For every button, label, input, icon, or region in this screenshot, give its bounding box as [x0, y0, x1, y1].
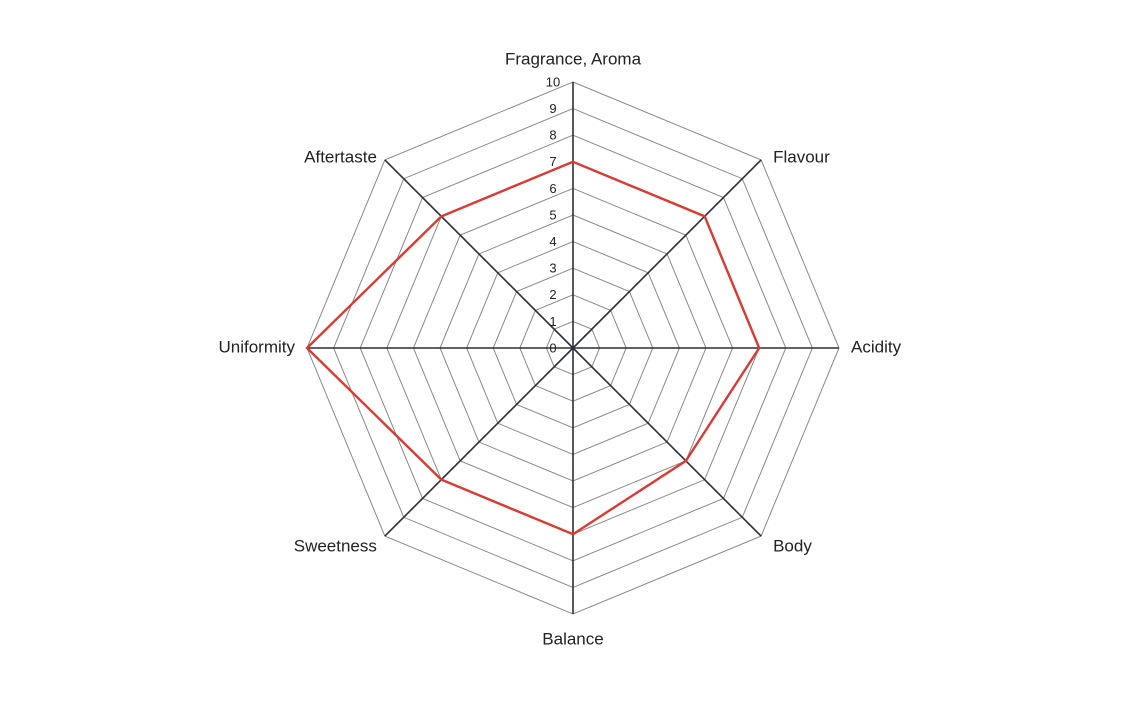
tick-label-7: 7	[549, 154, 556, 169]
radial-tick-labels: 0 1 2 3 4 5 6 7 8 9 10	[546, 74, 560, 355]
axis-labels: Fragrance, Aroma Flavour Acidity Body Balanc…	[218, 49, 901, 648]
axis-label-aftertaste: Aftertaste	[304, 147, 377, 166]
axis-label-fragrance-aroma: Fragrance, Aroma	[505, 49, 642, 68]
axis-label-body: Body	[773, 537, 812, 556]
axis-spoke-sweetness	[384, 347, 574, 537]
axis-spoke-body	[572, 347, 762, 537]
tick-label-8: 8	[549, 128, 556, 143]
tick-label-5: 5	[549, 207, 556, 222]
data-series	[305, 160, 761, 536]
axis-label-balance: Balance	[542, 629, 603, 648]
axis-spokes	[307, 82, 839, 614]
tick-label-9: 9	[549, 101, 556, 116]
axis-label-sweetness: Sweetness	[294, 537, 377, 556]
axis-label-flavour: Flavour	[773, 147, 830, 166]
tick-label-3: 3	[549, 261, 556, 276]
tick-label-10: 10	[546, 74, 560, 89]
tick-label-1: 1	[549, 314, 556, 329]
tick-label-0: 0	[549, 340, 556, 355]
axis-label-uniformity: Uniformity	[218, 337, 295, 356]
axis-spoke-aftertaste	[384, 159, 574, 349]
tick-label-6: 6	[549, 181, 556, 196]
tick-label-2: 2	[549, 287, 556, 302]
axis-spoke-flavour	[572, 159, 762, 349]
axis-label-acidity: Acidity	[851, 337, 902, 356]
tick-label-4: 4	[549, 234, 556, 249]
